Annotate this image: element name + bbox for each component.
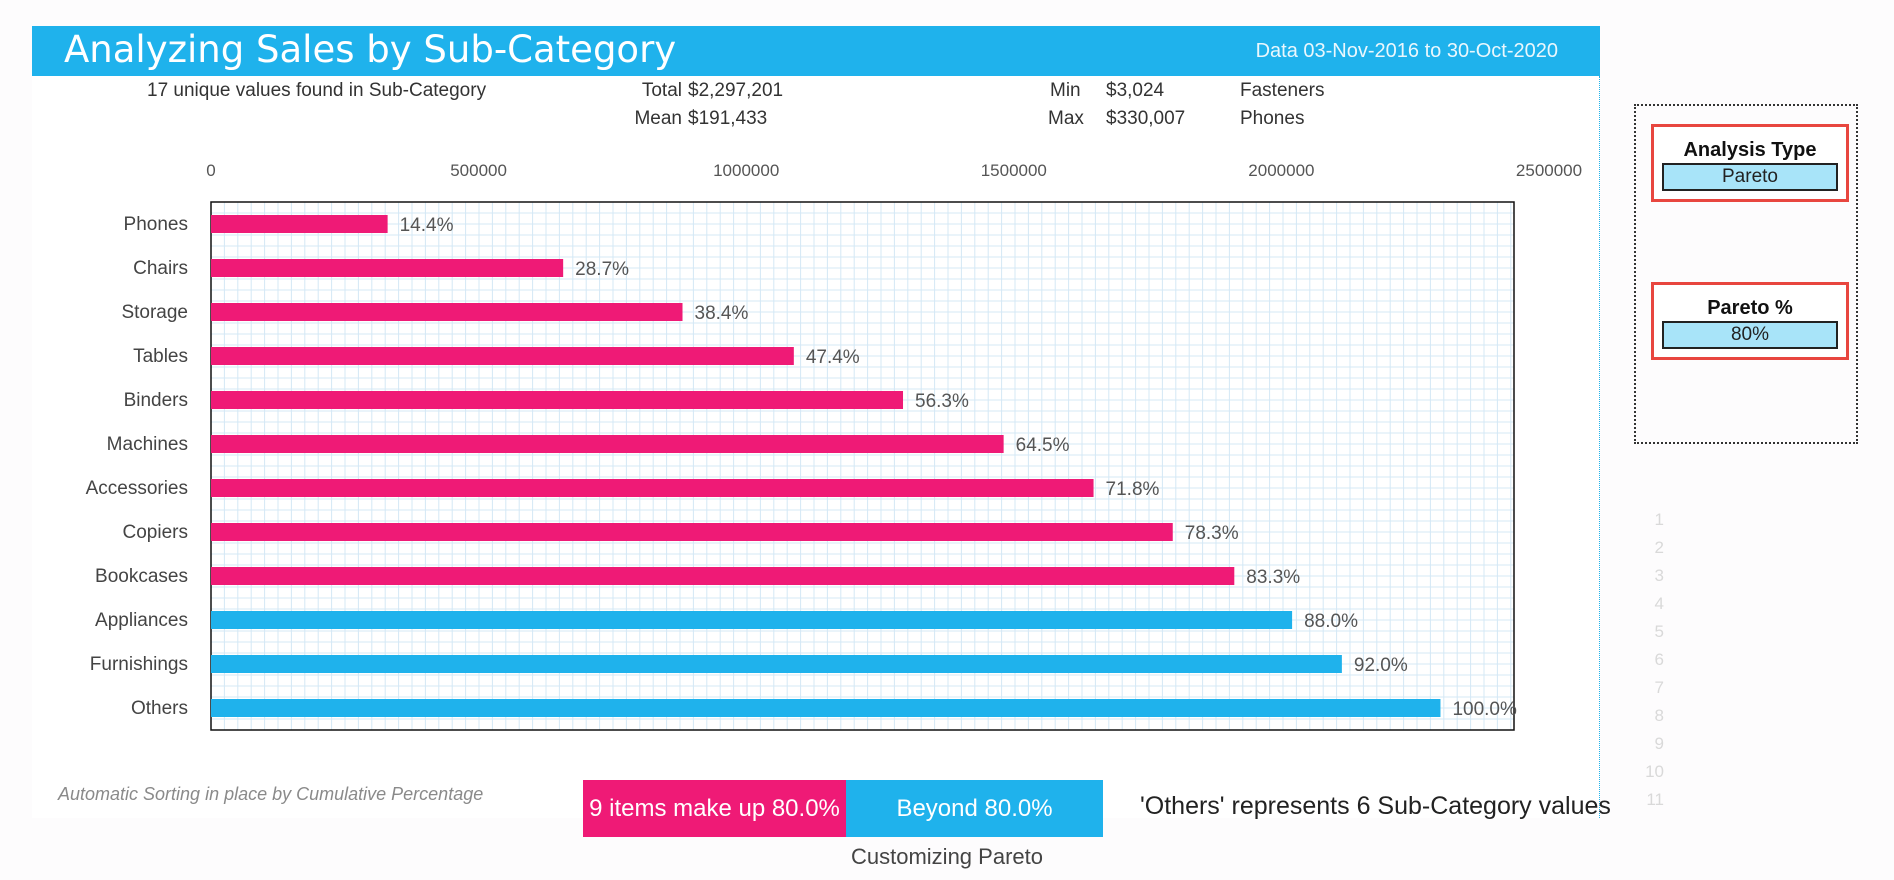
y-category-label: Tables	[133, 346, 188, 367]
y-category-label: Bookcases	[95, 566, 188, 587]
bar	[211, 215, 388, 233]
y-category-label: Machines	[107, 434, 188, 455]
bar	[211, 655, 1342, 673]
data-label: 83.3%	[1246, 567, 1300, 588]
pareto-percent-label: Pareto %	[1707, 297, 1793, 319]
row-number: 6	[1654, 650, 1664, 669]
data-label: 78.3%	[1185, 523, 1239, 544]
legend-beyond-pareto: Beyond 80.0%	[846, 780, 1103, 837]
y-category-label: Chairs	[133, 258, 188, 279]
data-label: 14.4%	[400, 215, 454, 236]
y-category-label: Copiers	[123, 522, 188, 543]
max-value: $330,007	[1106, 108, 1186, 129]
data-label: 64.5%	[1016, 435, 1070, 456]
row-number: 8	[1654, 706, 1664, 725]
analysis-type-control: Analysis Type Pareto	[1651, 124, 1849, 202]
row-number: 5	[1654, 622, 1664, 641]
max-item: Phones	[1240, 108, 1305, 129]
row-number: 10	[1645, 762, 1664, 781]
bar	[211, 611, 1293, 629]
y-category-label: Accessories	[86, 478, 188, 499]
row-number: 4	[1654, 594, 1664, 613]
others-note: 'Others' represents 6 Sub-Category value…	[1140, 792, 1611, 820]
bar	[211, 391, 904, 409]
y-category-label: Storage	[121, 302, 188, 323]
data-label: 100.0%	[1452, 699, 1517, 720]
mean-label: Mean	[634, 108, 682, 129]
bar	[211, 523, 1173, 541]
sorting-footnote: Automatic Sorting in place by Cumulative…	[58, 784, 484, 804]
legend-within-pareto: 9 items make up 80.0%	[583, 780, 846, 837]
row-number: 3	[1654, 566, 1664, 585]
row-number: 1	[1654, 510, 1664, 529]
dashboard-title: Analyzing Sales by Sub-Category	[64, 28, 677, 71]
data-label: 92.0%	[1354, 655, 1408, 676]
row-number: 2	[1654, 538, 1664, 557]
title-banner: Analyzing Sales by Sub-Category Data 03-…	[32, 26, 1600, 76]
x-tick-label: 1000000	[713, 161, 779, 180]
print-area-border	[1599, 76, 1600, 818]
x-tick-label: 1500000	[981, 161, 1047, 180]
total-value: $2,297,201	[688, 80, 784, 101]
y-category-label: Binders	[124, 390, 188, 411]
y-category-label: Others	[131, 698, 188, 719]
row-number: 9	[1654, 734, 1664, 753]
unique-count: 17 unique values found in Sub-Category	[147, 80, 487, 101]
bar	[211, 567, 1235, 585]
data-label: 56.3%	[915, 391, 969, 412]
data-label: 47.4%	[806, 347, 860, 368]
data-label: 28.7%	[575, 259, 629, 280]
x-tick-label: 2000000	[1248, 161, 1314, 180]
y-category-label: Appliances	[95, 610, 188, 631]
bar	[211, 303, 683, 321]
plot-frame	[210, 201, 1515, 731]
analysis-type-dropdown[interactable]: Pareto	[1662, 163, 1838, 191]
bar	[211, 699, 1441, 717]
bar	[211, 259, 564, 277]
pareto-bar-chart: 0 500000 1000000 1500000 2000000 2500000 Phone…	[86, 161, 1582, 731]
min-label: Min	[1050, 80, 1081, 101]
controls-panel	[1634, 104, 1858, 444]
pareto-percent-input[interactable]: 80%	[1662, 321, 1838, 349]
bar	[211, 347, 794, 365]
x-tick-label: 2500000	[1516, 161, 1582, 180]
total-label: Total	[641, 80, 682, 101]
data-label: 71.8%	[1106, 479, 1160, 500]
bar	[211, 435, 1004, 453]
pareto-percent-control: Pareto % 80%	[1651, 282, 1849, 360]
y-category-label: Furnishings	[90, 654, 188, 675]
x-tick-label: 500000	[450, 161, 507, 180]
analysis-type-label: Analysis Type	[1683, 139, 1817, 161]
row-number: 7	[1654, 678, 1664, 697]
data-label: 88.0%	[1304, 611, 1358, 632]
bar	[211, 479, 1094, 497]
dashboard-sheet: Analyzing Sales by Sub-Category Data 03-…	[32, 26, 1611, 837]
min-item: Fasteners	[1240, 80, 1325, 101]
y-category-label: Phones	[124, 214, 188, 235]
x-tick-label: 0	[206, 161, 215, 180]
data-label: 38.4%	[695, 303, 749, 324]
date-range: Data 03-Nov-2016 to 30-Oct-2020	[1255, 40, 1558, 62]
row-number: 11	[1646, 790, 1664, 809]
mean-value: $191,433	[688, 108, 768, 129]
row-numbers: 1 2 3 4 5 6 7 8 9 10 11	[1644, 506, 1664, 814]
figure-caption: Customizing Pareto	[851, 844, 1043, 869]
max-label: Max	[1048, 108, 1084, 129]
min-value: $3,024	[1106, 80, 1165, 101]
